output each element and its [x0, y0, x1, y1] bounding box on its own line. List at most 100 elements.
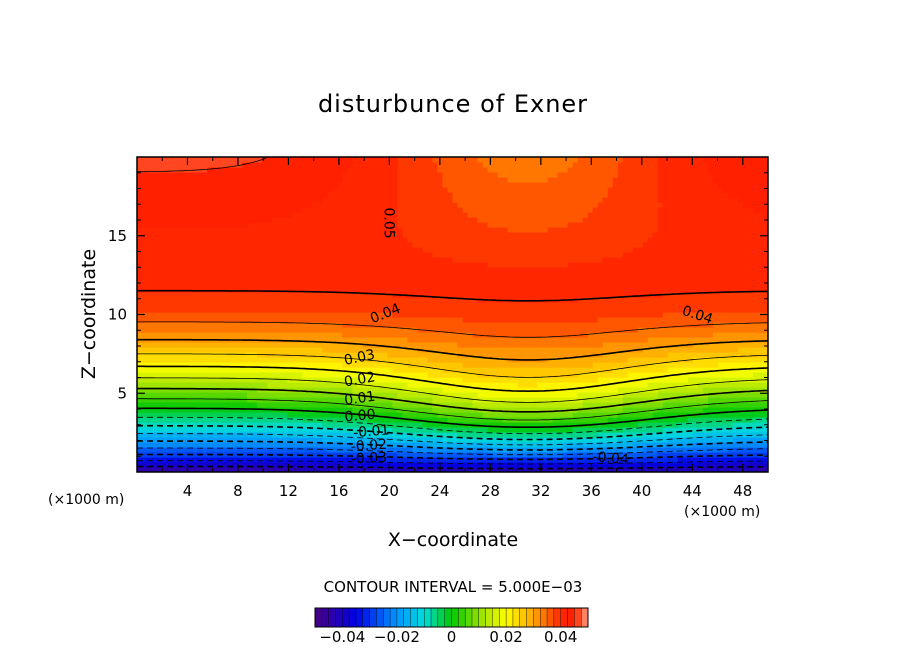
field-cell: [347, 182, 353, 188]
field-cell: [352, 222, 358, 228]
field-cell: [337, 192, 343, 198]
field-cell: [162, 207, 168, 213]
field-cell: [322, 337, 328, 343]
field-cell: [202, 442, 208, 448]
field-cell: [332, 422, 338, 428]
field-cell: [402, 452, 409, 458]
field-cell: [427, 367, 434, 373]
field-cell: [367, 422, 373, 428]
field-cell: [432, 342, 439, 348]
field-cell: [327, 442, 333, 448]
field-cell: [442, 382, 449, 388]
field-cell: [362, 222, 368, 228]
field-cell: [137, 162, 143, 168]
field-cell: [322, 177, 328, 183]
field-cell: [412, 282, 419, 288]
field-cell: [507, 197, 514, 203]
field-cell: [397, 467, 404, 472]
field-cell: [332, 412, 338, 418]
field-cell: [442, 372, 449, 378]
field-cell: [407, 232, 414, 238]
field-cell: [412, 252, 419, 258]
field-cell: [512, 402, 519, 408]
field-cell: [182, 392, 188, 398]
field-cell: [312, 207, 318, 213]
field-cell: [267, 467, 273, 472]
field-cell: [352, 252, 358, 258]
field-cell: [477, 192, 484, 198]
field-cell: [172, 447, 178, 453]
field-cell: [502, 217, 509, 223]
field-cell: [452, 387, 459, 393]
field-cell: [152, 447, 158, 453]
field-cell: [297, 202, 303, 208]
field-cell: [177, 322, 183, 328]
field-cell: [517, 302, 524, 308]
field-cell: [422, 372, 429, 378]
field-cell: [407, 272, 414, 278]
field-cell: [427, 392, 434, 398]
field-cell: [147, 252, 153, 258]
field-cell: [387, 372, 394, 378]
field-cell: [382, 297, 388, 303]
field-cell: [477, 317, 484, 323]
field-cell: [182, 192, 188, 198]
field-cell: [312, 332, 318, 338]
field-cell: [257, 382, 263, 388]
field-cell: [417, 357, 424, 363]
field-cell: [422, 197, 429, 203]
field-cell: [517, 407, 524, 413]
field-cell: [502, 177, 509, 183]
field-cell: [497, 217, 504, 223]
field-cell: [227, 187, 233, 193]
field-cell: [447, 307, 454, 313]
field-cell: [527, 252, 534, 258]
field-cell: [317, 277, 323, 283]
field-cell: [202, 182, 208, 188]
field-cell: [357, 282, 363, 288]
field-cell: [287, 337, 293, 343]
field-cell: [262, 377, 268, 383]
field-cell: [512, 292, 519, 298]
field-cell: [382, 222, 388, 228]
field-cell: [347, 157, 353, 163]
field-cell: [332, 437, 338, 443]
field-cell: [332, 157, 338, 163]
field-cell: [482, 212, 489, 218]
field-cell: [337, 232, 343, 238]
field-cell: [352, 442, 358, 448]
field-cell: [247, 302, 253, 308]
field-cell: [312, 452, 318, 458]
field-cell: [452, 412, 459, 418]
field-cell: [177, 357, 183, 363]
field-cell: [297, 222, 303, 228]
field-cell: [442, 387, 449, 393]
field-cell: [477, 182, 484, 188]
field-cell: [327, 322, 333, 328]
field-cell: [172, 462, 178, 468]
field-cell: [482, 467, 489, 472]
field-cell: [452, 447, 459, 453]
field-cell: [422, 397, 429, 403]
field-cell: [417, 157, 424, 163]
field-cell: [307, 447, 313, 453]
field-cell: [472, 267, 479, 273]
field-cell: [207, 457, 213, 463]
field-cell: [392, 452, 399, 458]
field-cell: [457, 317, 464, 323]
field-cell: [287, 342, 293, 348]
field-cell: [322, 292, 328, 298]
field-cell: [227, 317, 233, 323]
field-cell: [477, 427, 484, 433]
field-cell: [222, 407, 228, 413]
field-cell: [222, 422, 228, 428]
field-cell: [462, 337, 469, 343]
field-cell: [442, 207, 449, 213]
field-cell: [292, 457, 298, 463]
field-cell: [207, 397, 213, 403]
field-cell: [167, 182, 173, 188]
field-cell: [152, 352, 158, 358]
field-cell: [267, 197, 273, 203]
field-cell: [147, 237, 153, 243]
field-cell: [327, 382, 333, 388]
